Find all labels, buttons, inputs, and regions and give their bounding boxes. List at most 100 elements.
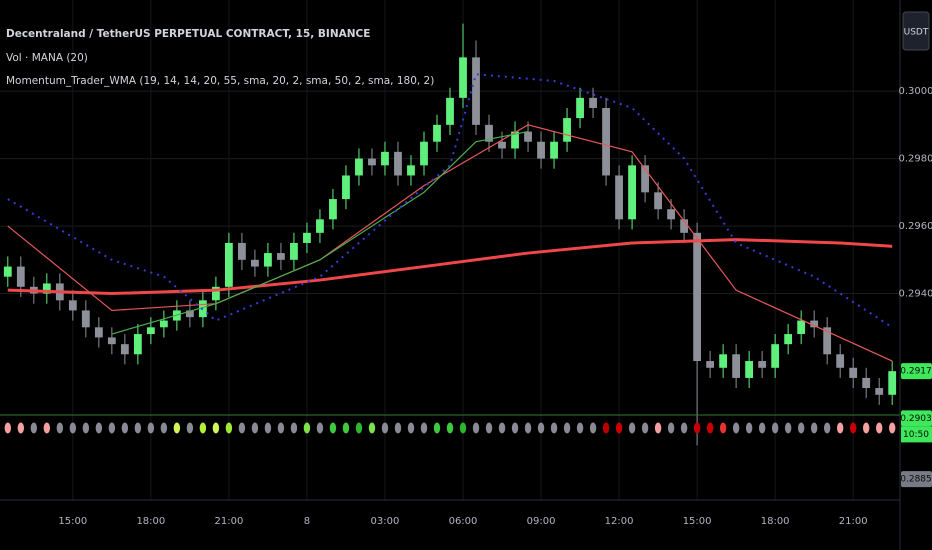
candle-body [849,367,858,378]
candle-body [459,57,467,98]
signal-dot [576,422,584,434]
indicator-label: Momentum_Trader_WMA (19, 14, 14, 20, 55,… [6,75,434,87]
signal-dot [680,422,688,434]
signal-dot [446,422,454,434]
candle-body [745,361,754,378]
price-label-box [901,471,932,488]
signal-dot [43,422,51,434]
candle-body [264,253,272,267]
candle-body [146,327,155,335]
signal-dot [316,422,324,434]
signal-dot [303,422,311,434]
signal-dot [849,422,857,434]
candle-body [3,266,12,277]
x-tick-label: 06:00 [449,516,478,527]
signal-dot [17,422,25,434]
candle-body [810,320,819,328]
signal-dot [654,422,662,434]
candle-body [602,107,610,176]
y-tick-label: 0.3000 [899,86,932,97]
candle-body [628,165,636,220]
signal-dot [134,422,142,434]
candle-body [16,266,25,287]
candle-body [42,283,51,294]
candle-body [133,334,142,355]
candle-body [381,151,389,166]
signal-dot [420,422,428,434]
signal-dot [342,422,350,434]
candle-body [316,219,324,233]
candle-body [277,253,285,260]
x-tick-label: 21:00 [214,516,243,527]
indicator-line [111,131,529,335]
candle-body [875,388,884,395]
candle-body [68,300,77,311]
signal-dot [186,422,194,434]
candle-body [225,242,233,287]
signal-dot [95,422,103,434]
candle-body [784,334,793,345]
countdown: 10:50 [903,430,929,440]
signal-dot [641,422,649,434]
candle-body [238,242,246,260]
currency-button[interactable] [902,11,930,51]
signal-dot [498,422,506,434]
signal-dot [771,422,779,434]
signal-dot [628,422,636,434]
candle-body [342,175,350,200]
signal-dot [381,422,389,434]
candle-body [303,232,311,243]
signal-dot [758,422,766,434]
y-tick-label: 0.2960 [899,221,932,232]
countdown-box [901,426,932,443]
candle-body [355,158,363,176]
signal-dot [355,422,363,434]
currency-button-label[interactable]: USDT [904,28,929,38]
signal-dot [719,422,727,434]
signal-dot [433,422,441,434]
signal-dot [875,422,883,434]
signal-dot [277,422,285,434]
signal-dot [693,422,701,434]
signal-dot [251,422,259,434]
candle-body [120,344,129,355]
candle-body [329,199,337,220]
signal-dot [823,422,831,434]
candle-body [836,354,845,368]
signal-dot [888,422,896,434]
signal-dot [199,422,207,434]
candle-body [888,371,897,395]
signal-dot [225,422,233,434]
signal-dot [108,422,116,434]
candle-body [576,97,584,119]
signal-dot [160,422,168,434]
candle-body [563,118,571,142]
signal-dot [706,422,714,434]
candle-body [797,320,806,335]
signal-dot [810,422,818,434]
signal-dot [524,422,532,434]
candle-body [654,192,662,210]
candle-body [667,209,675,220]
signal-dot [69,422,77,434]
indicator-line [7,238,893,296]
signal-dot [290,422,298,434]
signal-dot [472,422,480,434]
candle-body [485,124,493,142]
candle-body [524,131,532,142]
candle-body [290,242,298,260]
candle-body [498,141,506,149]
signal-dot [511,422,519,434]
signal-dot [329,422,337,434]
x-tick-label: 15:00 [58,516,87,527]
candle-body [758,361,767,368]
candle-body [159,320,168,328]
signal-dot [82,422,90,434]
signal-dot [589,422,597,434]
price-label-box [901,363,932,380]
candle-body [862,377,871,389]
candle-body [433,124,441,142]
signal-dot [485,422,493,434]
signal-dot [394,422,402,434]
